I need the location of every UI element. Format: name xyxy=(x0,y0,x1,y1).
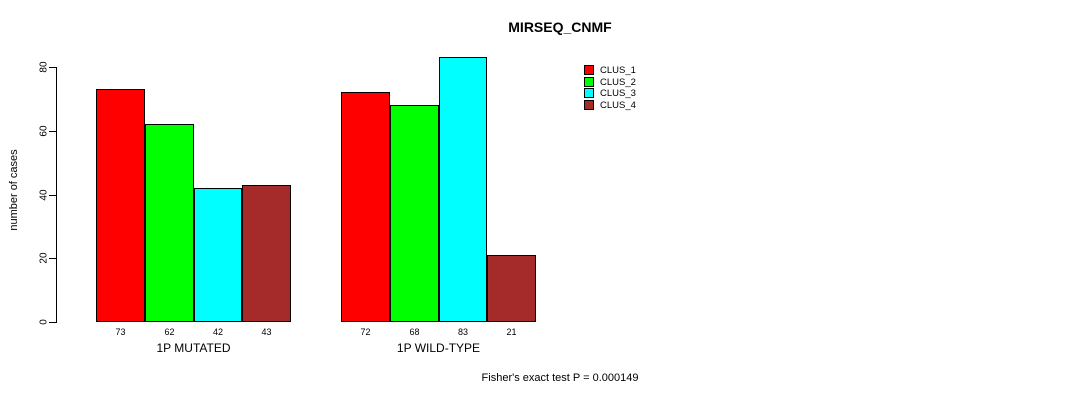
bar-clus_3-1 xyxy=(194,188,242,322)
bar-value-label: 68 xyxy=(409,327,420,337)
bar-value-label: 72 xyxy=(360,327,371,337)
legend-swatch-clus_4 xyxy=(584,100,594,110)
y-tick-mark xyxy=(49,322,56,323)
legend-swatch-clus_1 xyxy=(584,65,594,75)
bar-value-label: 62 xyxy=(164,327,175,337)
legend-label-clus_4: CLUS_4 xyxy=(600,100,636,111)
legend-label-clus_3: CLUS_3 xyxy=(600,88,636,99)
legend-swatch-clus_2 xyxy=(584,77,594,87)
y-tick-label: 80 xyxy=(38,61,50,73)
y-tick-label: 20 xyxy=(38,252,50,264)
y-tick-mark xyxy=(49,195,56,196)
group-label-2: 1P WILD-TYPE xyxy=(396,341,481,355)
bar-clus_1-1 xyxy=(96,89,145,322)
group-label-1: 1P MUTATED xyxy=(156,341,231,355)
bar-value-label: 73 xyxy=(115,327,126,337)
bar-clus_1-2 xyxy=(341,92,390,322)
legend-label-clus_2: CLUS_2 xyxy=(600,77,636,88)
bar-clus_4-2 xyxy=(487,255,536,322)
bar-value-label: 21 xyxy=(506,327,517,337)
bar-clus_2-1 xyxy=(145,124,194,322)
y-axis-line xyxy=(56,67,57,323)
y-tick-label: 40 xyxy=(38,189,50,201)
annotation-fisher-test: Fisher's exact test P = 0.000149 xyxy=(481,372,639,384)
legend-label-clus_1: CLUS_1 xyxy=(600,65,636,76)
bar-value-label: 42 xyxy=(212,327,224,337)
bar-clus_2-2 xyxy=(390,105,439,322)
y-tick-label: 60 xyxy=(38,125,50,137)
legend-swatch-clus_3 xyxy=(584,88,594,98)
y-tick-mark xyxy=(49,131,56,132)
y-tick-mark xyxy=(49,67,56,68)
bar-clus_4-1 xyxy=(242,185,291,322)
bar-value-label: 83 xyxy=(457,327,469,337)
y-tick-label: 0 xyxy=(38,319,50,325)
chart-title: MIRSEQ_CNMF xyxy=(508,19,612,35)
y-axis-label: number of cases xyxy=(8,149,20,231)
y-tick-mark xyxy=(49,258,56,259)
bar-value-label: 43 xyxy=(261,327,272,337)
bar-clus_3-2 xyxy=(439,57,487,322)
